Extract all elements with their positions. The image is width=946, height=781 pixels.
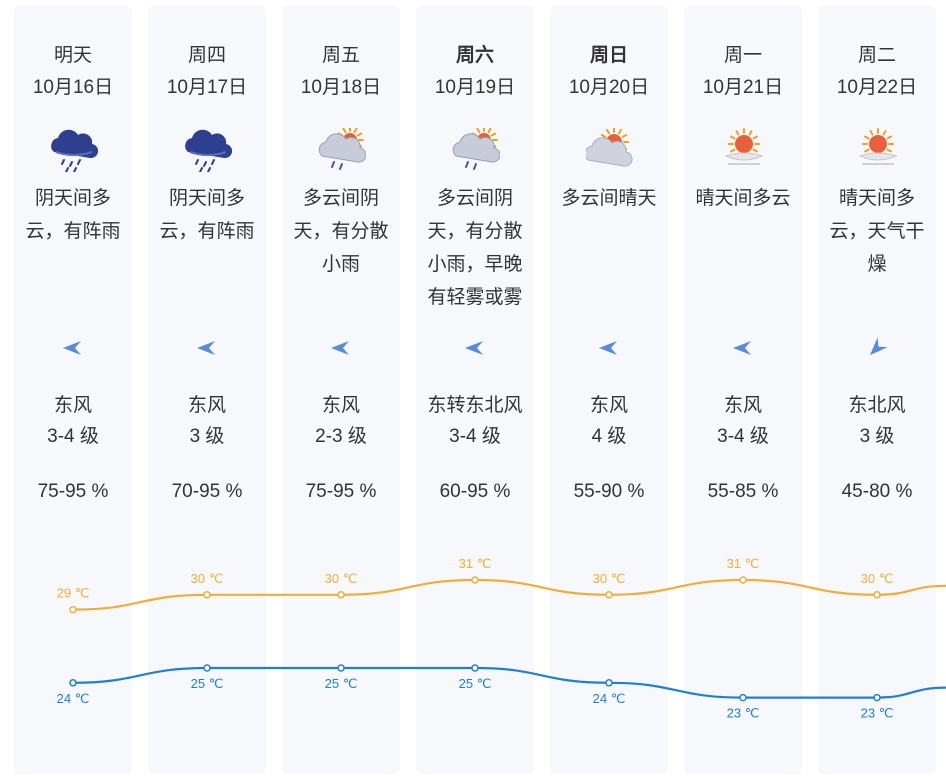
forecast-day-column: 周日 10月20日 多云间晴天 东风 4 级 55-90 %	[550, 6, 668, 774]
wind-direction: 东风	[589, 395, 628, 416]
weather-description-line: 天，有分散	[427, 221, 523, 242]
date-label: 10月17日	[166, 77, 248, 98]
wind-level: 3-4 级	[449, 426, 501, 447]
weather-description-line: 有轻雾或雾	[427, 287, 523, 308]
weather-description: 多云间晴天	[554, 182, 664, 215]
weather-description: 阴天间多云，有阵雨	[18, 182, 128, 248]
sun-haze-icon	[724, 128, 764, 165]
rain-cloud-icon	[51, 129, 98, 172]
date-label: 10月21日	[702, 77, 784, 98]
humidity: 75-95 %	[305, 481, 377, 502]
humidity: 45-80 %	[841, 481, 913, 502]
weather-description-line: 云，天气干	[829, 221, 925, 242]
weather-description-line: 多云间阴	[436, 188, 513, 209]
weather-description-line: 天，有分散	[293, 221, 389, 242]
wind-direction-icon	[331, 341, 349, 355]
weather-description: 多云间阴天，有分散小雨，早晚有轻雾或雾	[420, 182, 530, 314]
day-label: 周二	[857, 45, 896, 66]
weather-description-line: 多云间阴	[302, 188, 379, 209]
wind-direction-icon	[599, 341, 617, 355]
wind-direction-icon	[465, 341, 483, 355]
weather-description-line: 晴天间多云	[695, 188, 791, 209]
weather-description: 多云间阴天，有分散小雨	[286, 182, 396, 281]
wind-direction: 东转东北风	[427, 395, 523, 416]
wind-level: 4 级	[591, 426, 627, 447]
forecast-day-column: 周六 10月19日 多云间阴天，有分散小雨，早晚有轻雾或雾 东转东北风 3-4 …	[416, 6, 534, 774]
date-label: 10月22日	[836, 77, 918, 98]
forecast-day-column: 周四 10月17日 阴天间多云，有阵雨 东风 3 级 70-95 %	[148, 6, 266, 774]
rain-cloud-icon	[185, 129, 232, 172]
weather-description: 晴天间多云	[688, 182, 798, 215]
humidity: 55-85 %	[707, 481, 779, 502]
day-label: 周一	[723, 45, 762, 66]
sun-cloud-rain-icon	[452, 128, 500, 170]
wind-direction: 东风	[53, 395, 92, 416]
wind-level: 2-3 级	[315, 426, 367, 447]
day-label: 周五	[321, 45, 360, 66]
wind-direction-icon	[869, 337, 888, 356]
wind-direction: 东风	[723, 395, 762, 416]
wind-level: 3 级	[189, 426, 225, 447]
wind-level: 3 级	[859, 426, 895, 447]
weather-description-line: 小雨，早晚	[427, 254, 523, 275]
weather-description-line: 阴天间多	[168, 188, 245, 209]
date-label: 10月16日	[32, 77, 114, 98]
weather-description-line: 小雨	[321, 254, 360, 275]
humidity: 75-95 %	[37, 481, 109, 502]
wind-direction-icon	[197, 341, 215, 355]
wind-level: 3-4 级	[47, 426, 99, 447]
wind-direction-icon	[733, 341, 751, 355]
forecast-day-column: 周五 10月18日 多云间阴天，有分散小雨 东风 2-3 级 75-95 %	[282, 6, 400, 774]
forecast-day-column: 明天 10月16日 阴天间多云，有阵雨 东风 3-4 级 75-95 %	[14, 6, 132, 774]
forecast-day-column: 周二 10月22日 晴天间多云，天气干燥 东北风 3 级 45-80 %	[818, 6, 936, 774]
sun-cloud-icon	[586, 128, 633, 167]
weather-description-line: 多云间晴天	[561, 188, 657, 209]
date-label: 10月18日	[300, 77, 382, 98]
date-label: 10月20日	[568, 77, 650, 98]
weather-description-line: 阴天间多	[34, 188, 111, 209]
weather-description: 晴天间多云，天气干燥	[822, 182, 932, 281]
weather-description: 阴天间多云，有阵雨	[152, 182, 262, 248]
wind-direction: 东风	[187, 395, 226, 416]
humidity: 70-95 %	[171, 481, 243, 502]
sun-cloud-rain-icon	[318, 128, 366, 170]
day-label: 周四	[187, 45, 226, 66]
weather-description-line: 云，有阵雨	[159, 221, 255, 242]
wind-direction-icon	[63, 341, 81, 355]
forecast-day-column: 周一 10月21日 晴天间多云 东风 3-4 级 55-85 %	[684, 6, 802, 774]
humidity: 60-95 %	[439, 481, 511, 502]
humidity: 55-90 %	[573, 481, 645, 502]
weather-description-line: 晴天间多	[838, 188, 915, 209]
sun-haze-icon	[858, 128, 898, 165]
wind-level: 3-4 级	[717, 426, 769, 447]
wind-direction: 东风	[321, 395, 360, 416]
date-label: 10月19日	[434, 77, 516, 98]
day-label: 周六	[455, 45, 494, 66]
wind-direction: 东北风	[848, 395, 906, 416]
day-label: 明天	[53, 45, 92, 66]
day-label: 周日	[589, 45, 628, 66]
weather-description-line: 燥	[867, 254, 887, 275]
weather-description-line: 云，有阵雨	[25, 221, 121, 242]
